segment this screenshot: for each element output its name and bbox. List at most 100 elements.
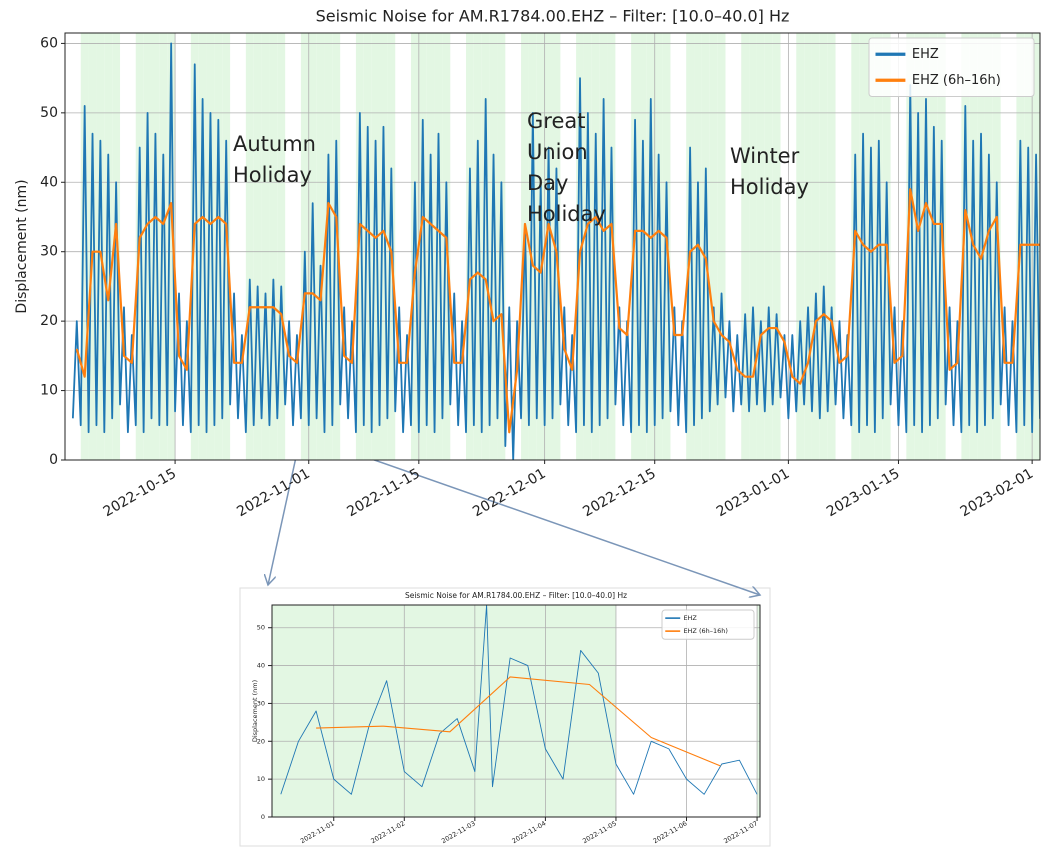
plot-frame [64, 32, 1041, 461]
y-tick-label: 40 [40, 174, 58, 190]
weekday-band [143, 33, 152, 460]
weekday-band [80, 33, 89, 460]
weekday-band [827, 33, 836, 460]
weekday-band [355, 33, 364, 460]
annotation: Holiday [730, 175, 809, 199]
weekday-band [583, 33, 592, 460]
weekday-band [316, 33, 325, 460]
y-tick-label: 0 [261, 813, 265, 821]
weekday-band [717, 33, 726, 460]
weekday-band [654, 33, 663, 460]
weekday-band [497, 33, 506, 460]
chart: 0 10 20 30 40 50 60 2022-10-15 2022-11-01 2022-11… [14, 7, 1041, 521]
annotation: Autumn [233, 132, 316, 156]
weekday-band [410, 33, 419, 460]
zoom-arrow [339, 447, 760, 595]
y-tick-label: 50 [257, 624, 265, 632]
legend-label: EHZ [683, 614, 697, 622]
weekday-band [300, 33, 309, 460]
x-tick-label: 2022-11-15 [344, 466, 422, 521]
weekday-band [277, 33, 286, 460]
x-tick-label: 2023-02-01 [958, 466, 1036, 521]
weekday-band [466, 33, 474, 460]
y-tick-label: 30 [40, 244, 58, 260]
weekday-band [112, 33, 121, 460]
weekday-band [591, 33, 600, 460]
weekday-band [536, 33, 545, 460]
legend-label: EHZ (6h–16h) [912, 73, 1001, 88]
weekday-band [206, 33, 215, 460]
chart-title: Seismic Noise for AM.R1784.00.EHZ – Filt… [316, 7, 790, 26]
weekday-band [756, 33, 765, 460]
weekday-band [151, 33, 160, 460]
x-tick-label: 2023-01-01 [714, 466, 792, 521]
weekday-band [646, 33, 655, 460]
weekday-band [324, 33, 333, 460]
legend-box [868, 37, 1035, 97]
weekday-band [214, 33, 223, 460]
weekday-band [474, 605, 546, 817]
weekday-band [937, 33, 946, 460]
weekday-band [363, 33, 372, 460]
y-axis-label: Displacement (nm) [251, 680, 259, 742]
weekday-band [961, 33, 970, 460]
annotation: Holiday [233, 163, 312, 187]
y-tick-label: 20 [40, 313, 58, 329]
weekday-band [333, 605, 405, 817]
weekday-band [544, 33, 553, 460]
weekday-band [867, 33, 875, 460]
weekday-band [914, 33, 923, 460]
weekday-band [552, 33, 561, 460]
x-tick-label: 2022-10-15 [101, 466, 179, 521]
weekday-band [576, 33, 584, 460]
weekday-band [701, 33, 710, 460]
series-line [280, 605, 758, 795]
series-line [75, 188, 1040, 434]
weekday-band [686, 33, 695, 460]
weekday-band [190, 33, 199, 460]
y-tick-label: 10 [40, 383, 58, 399]
legend-box [661, 609, 755, 640]
weekday-band [772, 33, 781, 460]
y-tick-label: 10 [257, 775, 265, 783]
weekday-band [631, 33, 639, 460]
y-tick-label: 30 [257, 699, 265, 707]
weekday-band [811, 33, 820, 460]
series-line [316, 676, 721, 767]
weekday-band [992, 33, 1001, 460]
weekday-band [1024, 33, 1033, 460]
weekday-band [404, 605, 475, 817]
weekday-band [88, 33, 97, 460]
weekday-band [481, 33, 490, 460]
weekday-band [434, 33, 443, 460]
weekday-band [222, 33, 231, 460]
weekday-band [922, 33, 930, 460]
weekday-band [253, 33, 262, 460]
weekday-band [819, 33, 828, 460]
weekday-band [859, 33, 868, 460]
plot-frame [271, 604, 761, 818]
weekday-band [607, 33, 616, 460]
weekday-band [874, 33, 883, 460]
weekday-band [371, 33, 380, 460]
annotation: Day [527, 171, 568, 195]
x-tick-label: 2022-12-15 [580, 466, 658, 521]
weekday-band [757, 605, 760, 817]
annotation: Union [527, 140, 588, 164]
x-tick-label: 2023-01-15 [824, 466, 902, 521]
weekday-band [387, 33, 396, 460]
y-tick-label: 50 [40, 105, 58, 121]
weekday-band [379, 33, 388, 460]
legend-label: EHZ (6h–16h) [683, 627, 727, 635]
weekday-band [473, 33, 482, 460]
weekday-band [977, 33, 985, 460]
weekday-band [764, 33, 773, 460]
weekday-band [489, 33, 498, 460]
weekday-band [749, 33, 757, 460]
weekday-band [426, 33, 435, 460]
weekday-band [984, 33, 993, 460]
weekday-band [167, 33, 176, 460]
